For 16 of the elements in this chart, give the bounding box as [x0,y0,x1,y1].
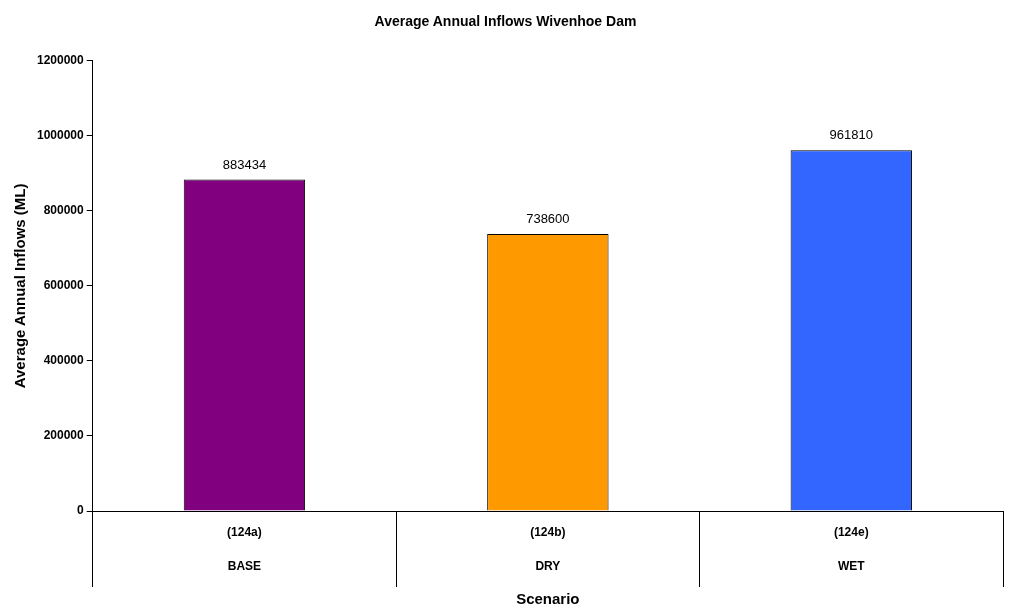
category-label: (124e) WET [833,525,869,574]
data-label: 883434 [222,156,267,172]
category-label: (124a) BASE [227,525,262,574]
y-tick-label: 0 [77,503,85,518]
data-label: 738600 [526,210,570,226]
y-tick-label: 1000000 [37,128,85,143]
y-tick-label: 600000 [43,278,85,293]
y-tick-label: 1200000 [37,53,85,68]
chart-title: Average Annual Inflows Wivenhoe Dam [374,13,637,30]
x-axis-title: Scenario [516,590,580,608]
y-tick-label: 400000 [43,353,85,368]
y-axis-title: Average Annual Inflows (ML) [11,183,29,389]
data-label: 961810 [829,127,873,143]
category-label: (124b) DRY [530,525,566,574]
y-tick-label: 800000 [43,203,85,218]
y-tick-label: 200000 [43,428,85,443]
